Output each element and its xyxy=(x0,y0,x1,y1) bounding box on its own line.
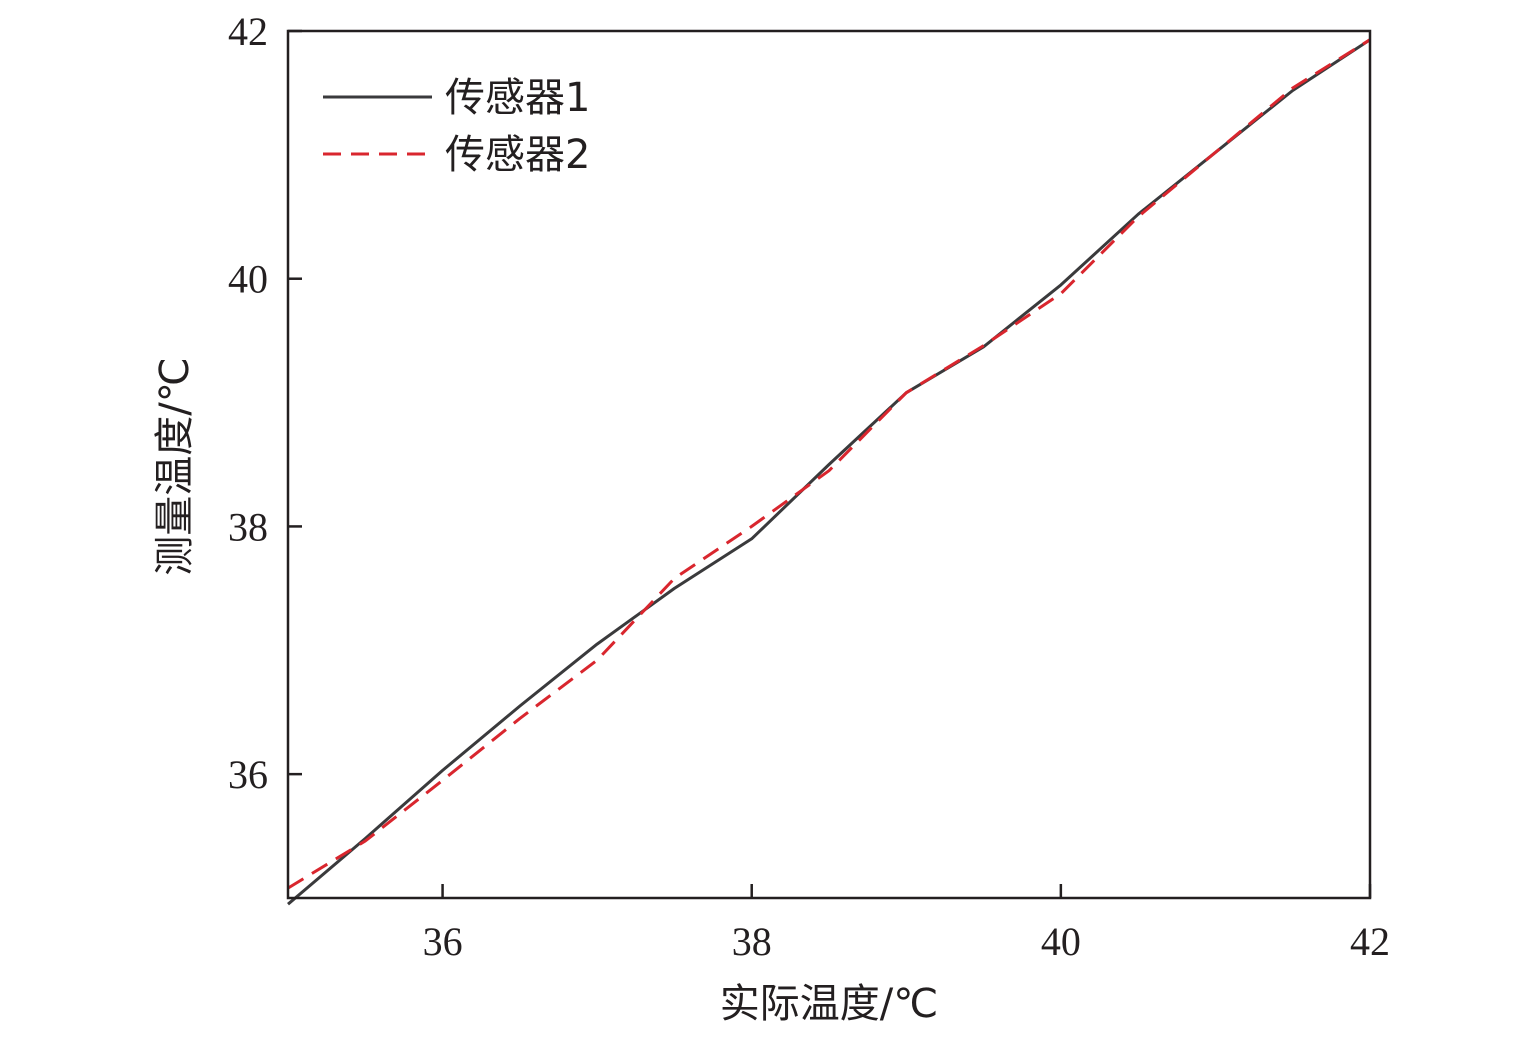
y-tick-label: 42 xyxy=(228,9,268,54)
legend-label-sensor-2: 传感器2 xyxy=(445,132,590,178)
x-tick-label: 40 xyxy=(1041,919,1081,964)
y-axis-label: 测量温度/℃ xyxy=(152,357,198,575)
legend-label-sensor-1: 传感器1 xyxy=(445,75,590,121)
tick-labels: 36 38 40 42 36 38 40 42 xyxy=(228,9,1390,964)
x-tick-label: 36 xyxy=(423,919,463,964)
legend: 传感器1 传感器2 xyxy=(323,75,590,178)
series-layer xyxy=(287,38,1371,906)
series-line-sensor-2 xyxy=(287,38,1371,890)
y-tick-label: 40 xyxy=(228,257,268,302)
x-tick-label: 42 xyxy=(1350,919,1390,964)
y-tick-label: 38 xyxy=(228,504,268,549)
x-axis-label: 实际温度/℃ xyxy=(720,981,938,1027)
x-tick-label: 38 xyxy=(732,919,772,964)
y-tick-label: 36 xyxy=(228,752,268,797)
plot-frame xyxy=(286,29,1372,900)
